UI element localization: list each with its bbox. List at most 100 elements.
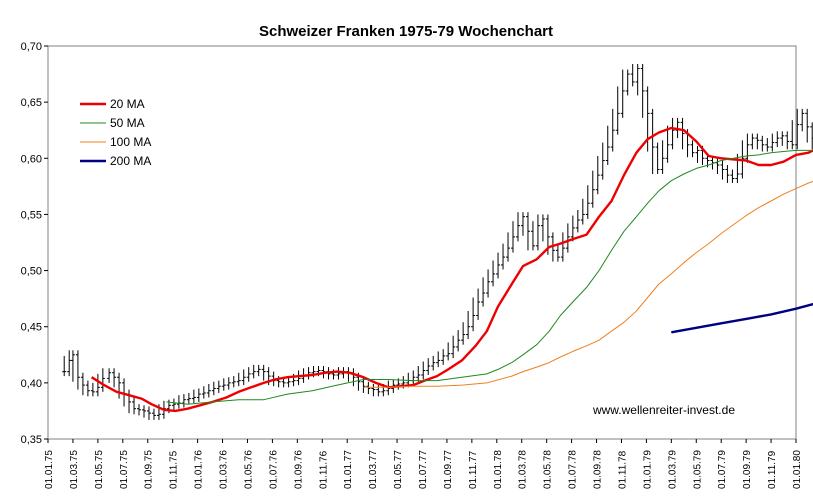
price-bar <box>630 63 635 87</box>
y-tick-label: 0,70 <box>21 41 42 53</box>
moving-average-lines <box>90 126 813 413</box>
price-bar <box>725 165 730 183</box>
price-bar <box>575 209 580 233</box>
price-bar <box>216 380 221 393</box>
price-bar <box>461 322 466 345</box>
price-bar <box>560 232 565 262</box>
price-bar <box>246 367 251 382</box>
y-tick-label: 0,55 <box>21 209 42 221</box>
price-bar <box>201 386 206 399</box>
price-bar <box>181 394 186 408</box>
price-bar <box>456 330 461 352</box>
price-bar <box>511 221 516 253</box>
series-line-50-ma <box>166 149 813 405</box>
series-line-20-ma <box>90 126 813 413</box>
x-tick-label: 01.07.79 <box>717 450 728 489</box>
x-tick-label: 01.05.77 <box>393 450 404 489</box>
y-tick-label: 0,40 <box>21 378 42 390</box>
series-line-200-ma <box>671 302 813 334</box>
x-tick-label: 01.07.77 <box>418 450 429 489</box>
price-bar <box>196 388 201 402</box>
x-axis: 01.01.75 01.03.75 01.05.75 01.07.75 01.09.75… <box>44 439 803 489</box>
price-bar <box>555 243 560 262</box>
x-tick-label: 01.03.77 <box>368 450 379 489</box>
price-bar <box>146 406 151 420</box>
price-bar <box>506 232 511 262</box>
price-bar <box>186 392 191 405</box>
price-bar <box>100 368 105 392</box>
x-tick-label: 01.01.75 <box>44 450 55 489</box>
price-bar <box>431 355 436 371</box>
price-bar <box>491 260 496 287</box>
price-bar <box>690 140 695 158</box>
price-bar <box>745 133 750 163</box>
price-bar <box>206 383 211 398</box>
price-bar <box>680 117 685 150</box>
price-bar <box>620 69 625 118</box>
price-bar <box>127 389 132 414</box>
y-tick-label: 0,45 <box>21 322 42 334</box>
price-bar <box>346 367 351 382</box>
price-bar <box>256 364 261 377</box>
price-bar <box>695 145 700 163</box>
source-annotation: www.wellenreiter-invest.de <box>592 403 735 417</box>
x-tick-label: 01.09.75 <box>144 450 155 489</box>
price-bar <box>800 108 805 132</box>
price-bars <box>62 63 813 420</box>
y-tick-label: 0,35 <box>21 434 42 446</box>
price-bar <box>366 381 371 395</box>
price-bar <box>95 373 100 397</box>
price-bar <box>530 221 535 251</box>
price-bar <box>486 269 491 298</box>
price-bar <box>421 361 426 380</box>
price-bar <box>765 138 770 152</box>
price-bar <box>231 376 236 388</box>
price-bar <box>540 214 545 242</box>
price-bar <box>610 108 615 152</box>
price-bar <box>585 185 590 219</box>
legend-label: 20 MA <box>110 97 145 111</box>
price-bar <box>595 156 600 195</box>
price-bar <box>635 63 640 96</box>
price-bar <box>416 366 421 382</box>
price-bar <box>655 142 660 175</box>
price-bar <box>785 131 790 150</box>
price-bar <box>525 212 530 251</box>
price-bar <box>70 350 75 382</box>
price-bar <box>775 131 780 148</box>
price-bar <box>176 395 181 409</box>
price-bar <box>565 223 570 253</box>
x-tick-label: 01.09.76 <box>293 450 304 489</box>
price-bar <box>520 212 525 236</box>
price-bar <box>132 397 137 415</box>
price-bar <box>117 372 122 399</box>
price-bar <box>615 86 620 135</box>
x-tick-label: 01.03.76 <box>219 450 230 489</box>
price-bar <box>670 117 675 150</box>
price-bar <box>481 277 486 307</box>
price-bar <box>760 135 765 152</box>
price-bar <box>780 131 785 146</box>
price-bar <box>730 169 735 183</box>
price-bar <box>85 380 90 397</box>
y-tick-label: 0,60 <box>21 153 42 165</box>
price-bar <box>451 335 456 359</box>
price-bar <box>665 125 670 163</box>
price-bar <box>501 243 506 270</box>
price-bar <box>80 372 85 396</box>
price-bar <box>476 288 481 320</box>
price-bar <box>336 367 341 380</box>
price-bar <box>411 370 416 386</box>
price-bar <box>426 358 431 375</box>
price-bar <box>211 381 216 396</box>
x-tick-label: 01.11.76 <box>318 450 329 489</box>
price-bar <box>107 368 112 383</box>
price-bar <box>90 382 95 397</box>
x-tick-label: 01.01.76 <box>194 450 205 489</box>
price-bar <box>625 69 630 96</box>
x-tick-label: 01.11.77 <box>468 450 479 489</box>
price-bar <box>466 310 471 340</box>
price-bar <box>261 364 266 381</box>
